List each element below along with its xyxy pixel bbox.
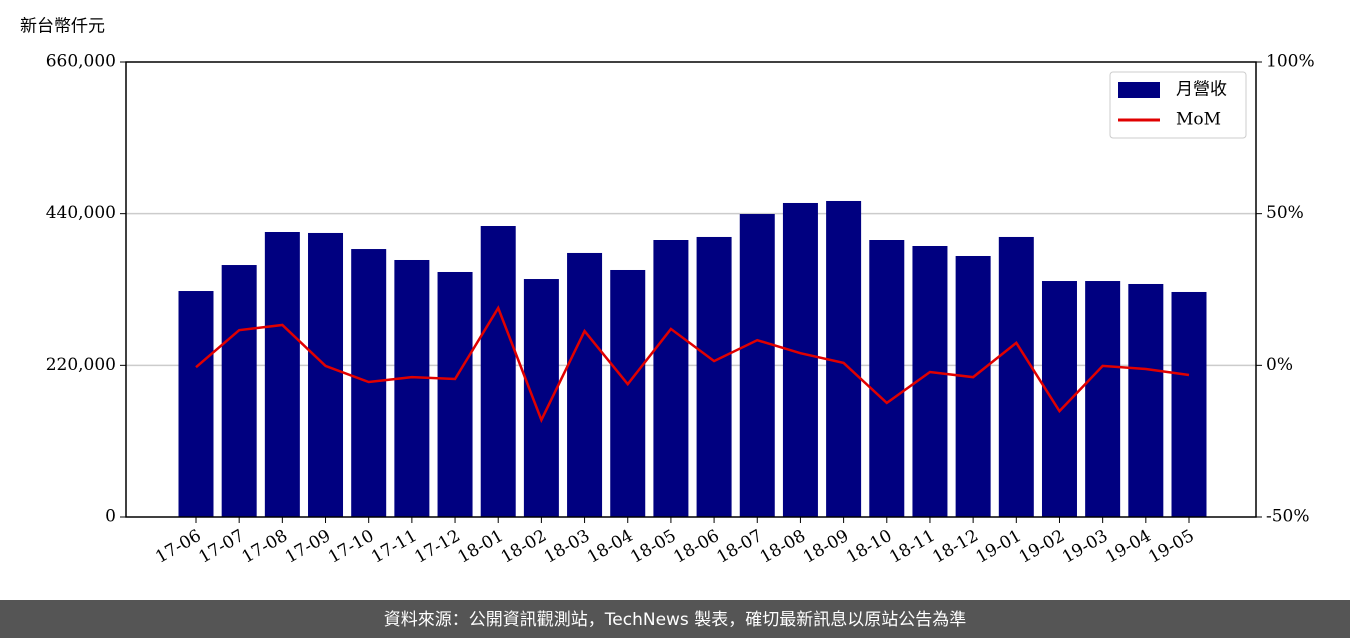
x-tick-label: 18-12 [929, 526, 981, 568]
bar [998, 236, 1034, 517]
x-tick-label: 18-11 [886, 526, 938, 568]
x-tick-label: 18-08 [757, 526, 809, 568]
bar [308, 232, 344, 517]
x-tick-label: 17-09 [282, 526, 334, 568]
x-tick-label: 18-09 [800, 526, 852, 568]
y-tick-label: 660,000 [46, 52, 116, 72]
x-tick-label: 17-08 [239, 526, 291, 568]
bar [178, 291, 214, 517]
bar [437, 271, 473, 517]
x-tick-label: 17-10 [325, 526, 377, 568]
bar [610, 269, 646, 517]
x-tick-label: 17-07 [195, 526, 247, 568]
bar [955, 255, 991, 517]
x-tick-label: 19-04 [1102, 526, 1154, 568]
y-tick-label: 220,000 [46, 355, 116, 375]
bar [826, 200, 862, 517]
y-axis-label: 新台幣仟元 [20, 17, 105, 37]
bar [1085, 281, 1121, 517]
bar [782, 202, 818, 517]
legend-label: MoM [1176, 110, 1221, 130]
x-tick-label: 18-03 [541, 526, 593, 568]
x-tick-label: 19-01 [973, 526, 1025, 568]
x-tick-label: 18-07 [714, 526, 766, 568]
footer-bar [0, 600, 1350, 638]
bar [264, 232, 300, 517]
bar [739, 214, 775, 518]
bar [696, 236, 732, 517]
x-tick-label: 17-12 [411, 526, 463, 568]
x-tick-label: 18-06 [670, 526, 722, 568]
bar [221, 265, 257, 517]
y2-tick-label: 0% [1266, 355, 1293, 375]
footer: 資料來源：公開資訊觀測站，TechNews 製表，確切最新訊息以原站公告為準 [384, 610, 966, 630]
x-tick-label: 17-11 [368, 526, 420, 568]
bar [869, 240, 905, 517]
bar [653, 240, 689, 517]
bar [394, 259, 430, 517]
bar [567, 252, 603, 517]
bar [523, 279, 559, 517]
bar [1128, 283, 1164, 517]
x-tick-label: 17-06 [152, 526, 204, 568]
x-tick-label: 18-05 [627, 526, 679, 568]
bar [480, 226, 516, 517]
x-tick-label: 19-05 [1145, 526, 1197, 568]
x-tick-label: 19-03 [1059, 526, 1111, 568]
x-tick-label: 18-04 [584, 526, 636, 568]
x-tick-label: 18-01 [455, 526, 507, 568]
x-tick-label: 19-02 [1016, 526, 1068, 568]
x-tick-label: 18-02 [498, 526, 550, 568]
y-tick-label: 440,000 [46, 203, 116, 223]
y2-tick-label: 100% [1266, 52, 1315, 72]
legend-swatch [1118, 82, 1160, 98]
y2-tick-label: -50% [1266, 507, 1310, 527]
y-tick-label: 0 [105, 507, 116, 527]
legend-label: 月營收 [1176, 80, 1227, 100]
plot-frame [125, 61, 1257, 518]
x-tick-label: 18-10 [843, 526, 895, 568]
bar [1171, 291, 1207, 517]
y2-tick-label: 50% [1266, 203, 1304, 223]
line [195, 305, 1190, 424]
